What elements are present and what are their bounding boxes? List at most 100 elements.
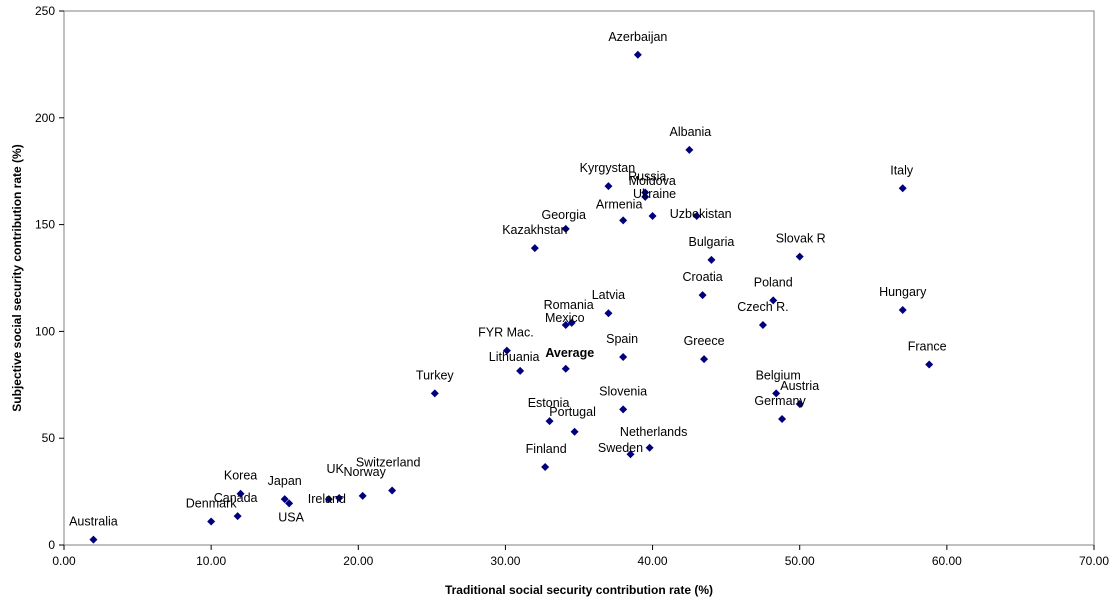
point-label: Ukraine [633, 187, 676, 201]
y-axis-title: Subjective social security contribution … [10, 144, 24, 411]
x-tick-label: 50.00 [785, 554, 815, 568]
data-point [648, 212, 657, 221]
x-tick-label: 0.00 [52, 554, 76, 568]
data-point [285, 499, 294, 508]
data-point [541, 463, 550, 472]
point-label: Hungary [879, 285, 927, 299]
x-tick-label: 70.00 [1079, 554, 1109, 568]
data-point [772, 389, 781, 398]
point-label: Russia [628, 170, 666, 184]
y-tick-label: 0 [48, 538, 55, 552]
data-point [335, 494, 344, 503]
point-label: Netherlands [620, 425, 687, 439]
data-point [692, 212, 701, 221]
point-label: Germany [754, 394, 806, 408]
x-tick-label: 20.00 [343, 554, 373, 568]
data-point [358, 491, 367, 500]
point-label: Turkey [416, 368, 454, 382]
data-point [236, 489, 245, 498]
x-axis-title: Traditional social security contribution… [445, 583, 713, 597]
point-label: Croatia [682, 270, 722, 284]
data-point [561, 320, 570, 329]
point-label: Uzbekistan [670, 207, 732, 221]
point-label: Greece [684, 334, 725, 348]
data-point [795, 252, 804, 261]
data-point [89, 535, 98, 544]
point-label: Lithuania [489, 350, 540, 364]
point-label: UK [326, 462, 344, 476]
data-point [700, 355, 709, 364]
data-point [567, 318, 576, 327]
point-label: USA [278, 510, 304, 524]
y-tick-label: 150 [35, 218, 55, 232]
point-label: Azerbaijan [608, 30, 667, 44]
y-tick-label: 200 [35, 111, 55, 125]
data-point [685, 145, 694, 154]
plot-area [63, 10, 1095, 546]
data-point [561, 364, 570, 373]
point-label: Kyrgystan [580, 161, 636, 175]
point-label: Spain [606, 332, 638, 346]
data-point [430, 389, 439, 398]
point-label: Average [545, 346, 594, 360]
y-tick-label: 50 [42, 431, 56, 445]
data-point [925, 360, 934, 369]
point-label: Mexico [545, 311, 585, 325]
data-point [530, 244, 539, 253]
data-point [707, 255, 716, 264]
point-label: Korea [224, 469, 257, 483]
y-axis: 0 50 100 150 200 250 [35, 4, 64, 552]
data-point [280, 495, 289, 504]
data-point [645, 443, 654, 452]
point-label: Australia [69, 515, 118, 529]
y-tick-label: 100 [35, 324, 55, 338]
data-point [561, 224, 570, 233]
data-point [545, 417, 554, 426]
data-point [633, 50, 642, 59]
data-point [758, 320, 767, 329]
data-point [898, 184, 907, 193]
data-point [619, 216, 628, 225]
data-point [388, 486, 397, 495]
point-label: Slovenia [599, 384, 647, 398]
data-point [619, 353, 628, 362]
data-point [898, 306, 907, 315]
data-point [324, 495, 333, 504]
point-label: Slovak R [776, 232, 826, 246]
point-label: Portugal [549, 405, 596, 419]
x-tick-label: 10.00 [196, 554, 226, 568]
data-point [604, 309, 613, 318]
point-label: Japan [268, 474, 302, 488]
point-label: Moldova [629, 174, 676, 188]
x-tick-label: 30.00 [490, 554, 520, 568]
point-label: Belgium [756, 368, 801, 382]
data-point [641, 188, 650, 197]
data-point [626, 450, 635, 459]
data-point [795, 400, 804, 409]
point-label: Norway [344, 465, 387, 479]
point-label: Italy [890, 163, 914, 177]
point-label: Albania [670, 125, 712, 139]
data-point [207, 517, 216, 526]
point-label: Ireland [308, 492, 346, 506]
point-label: Estonia [528, 396, 570, 410]
data-point [698, 291, 707, 300]
point-label: Canada [214, 491, 258, 505]
data-point [604, 182, 613, 191]
point-label: Kazakhstan [502, 223, 567, 237]
point-label: Poland [754, 275, 793, 289]
point-label: Romania [544, 298, 594, 312]
point-label: Denmark [186, 497, 237, 511]
data-points [89, 50, 934, 544]
data-point [641, 192, 650, 201]
point-label: FYR Mac. [478, 326, 534, 340]
data-point [619, 405, 628, 414]
point-label: Switzerland [356, 456, 421, 470]
x-tick-label: 60.00 [932, 554, 962, 568]
data-point [570, 427, 579, 436]
point-label: Georgia [542, 208, 587, 222]
point-label: Bulgaria [688, 235, 734, 249]
